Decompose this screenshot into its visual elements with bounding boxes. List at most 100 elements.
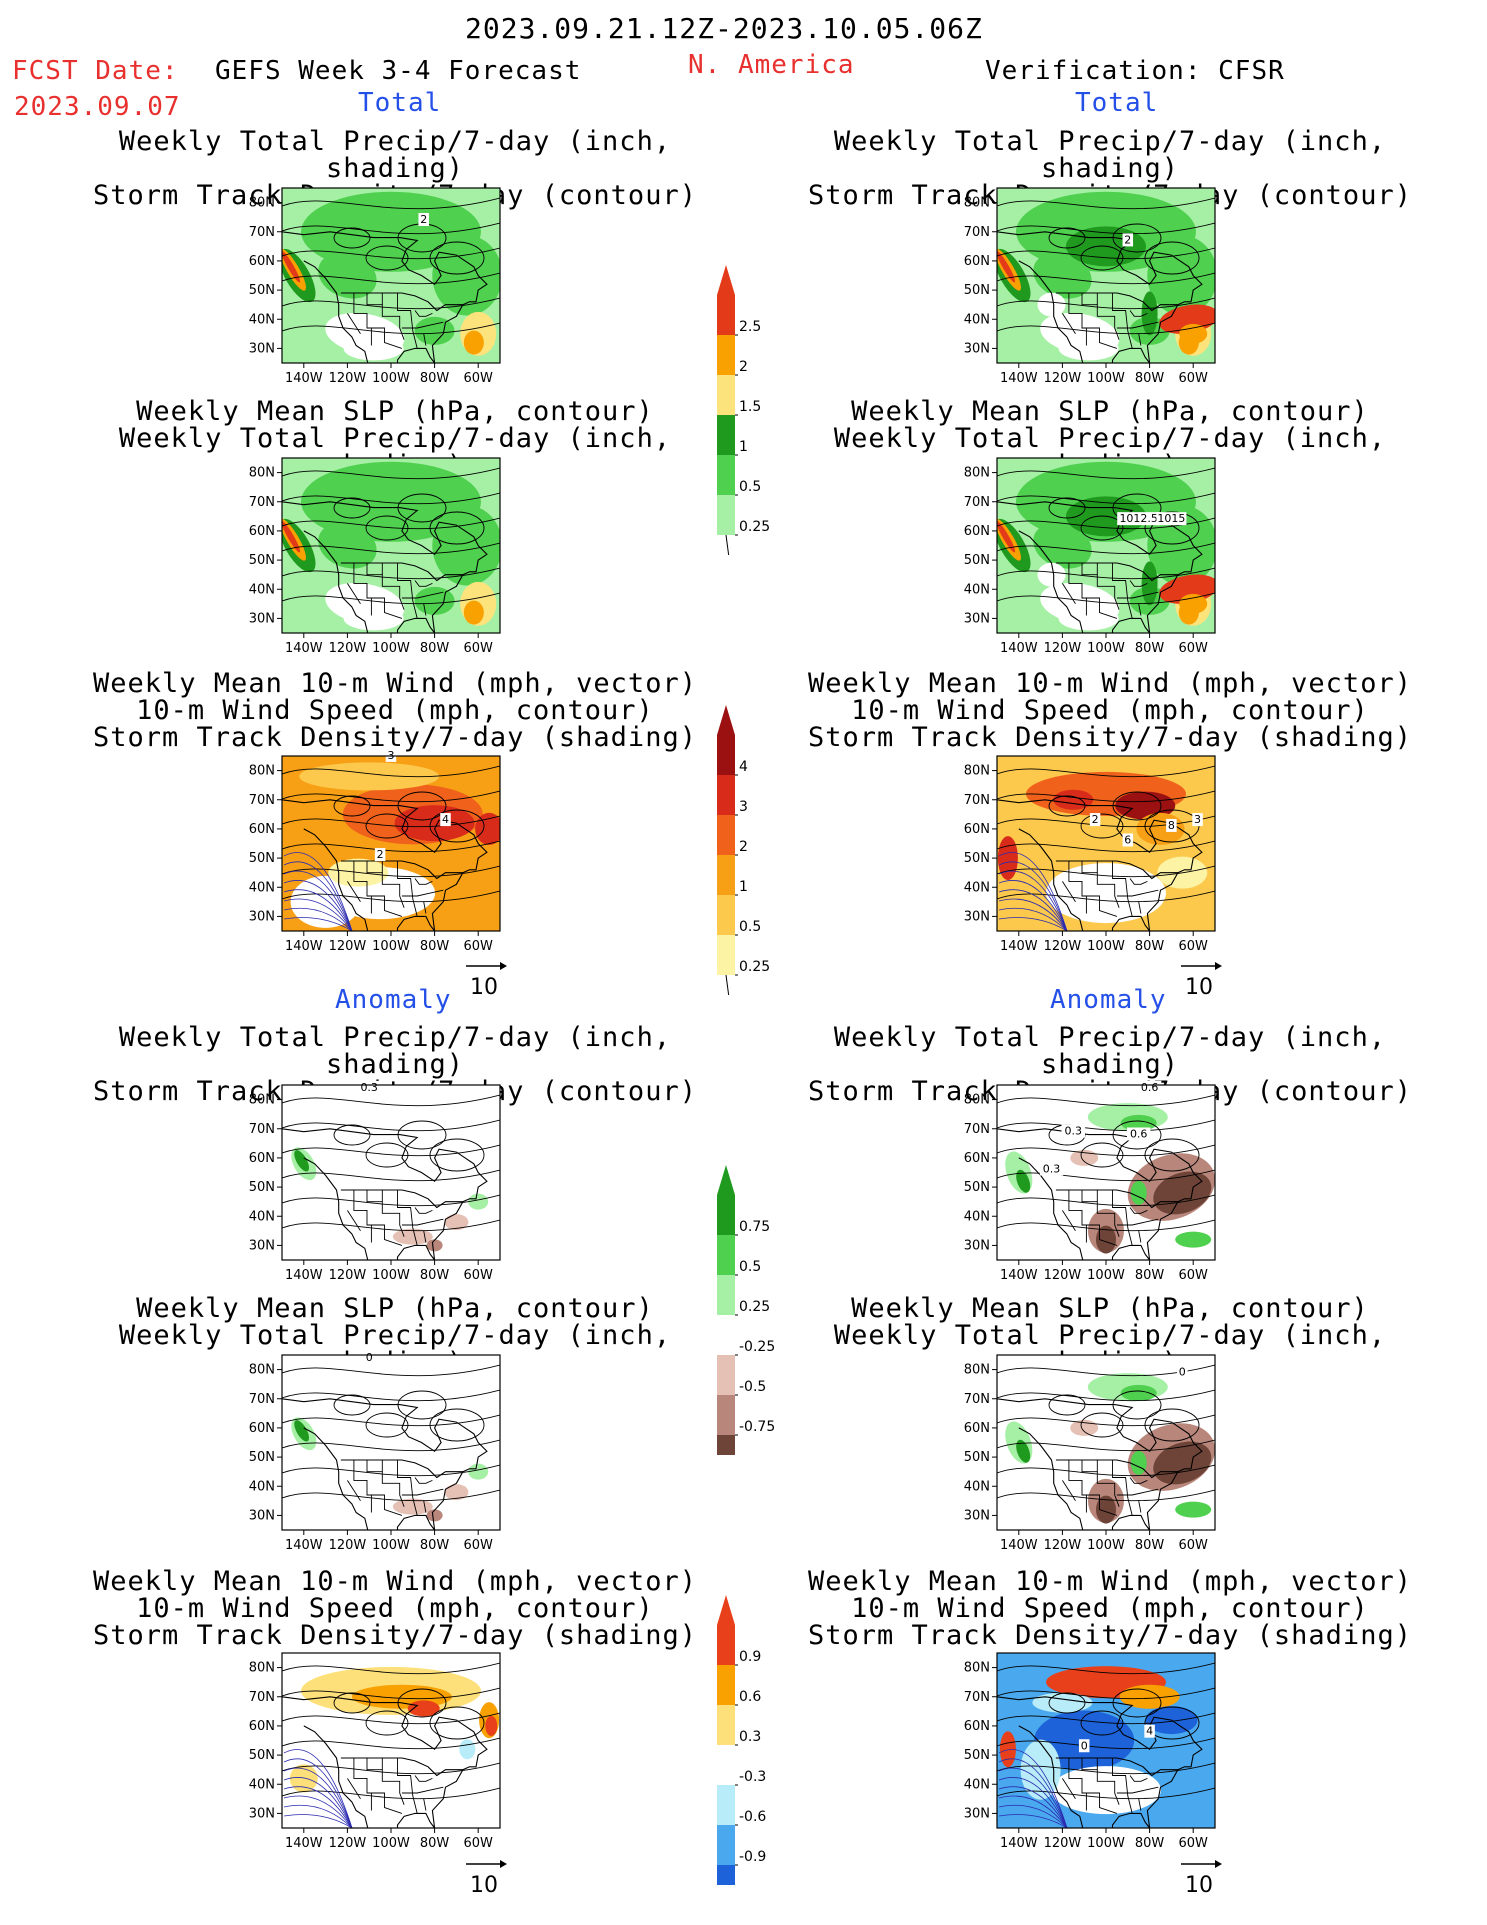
lon-tick-label: 60W xyxy=(1178,641,1208,656)
lon-tick-label: 140W xyxy=(285,1268,323,1283)
lon-tick-label: 140W xyxy=(285,1836,323,1851)
lat-tick-label: 60N xyxy=(249,822,275,837)
colorbar-label: 0.5 xyxy=(739,479,761,495)
colorbar-label: 0.5 xyxy=(739,919,761,935)
contour-label: 1012.5 xyxy=(1119,512,1158,525)
colorbar-swatch xyxy=(717,1395,735,1435)
lon-tick-label: 60W xyxy=(1178,371,1208,386)
lon-tick-label: 60W xyxy=(1178,1268,1208,1283)
vector-reference: 10 xyxy=(1181,1860,1222,1898)
period-title: 2023.09.21.12Z-2023.10.05.06Z xyxy=(465,12,983,45)
contour-label: 8 xyxy=(1168,819,1175,832)
lat-tick-label: 70N xyxy=(964,225,990,240)
lat-tick-label: 70N xyxy=(964,1690,990,1705)
colorbar-swatch xyxy=(717,1195,735,1235)
section-anomaly-right: Anomaly xyxy=(1050,985,1167,1015)
colorbar-label: 2 xyxy=(739,359,748,375)
lon-tick-label: 140W xyxy=(285,939,323,954)
lon-tick-label: 60W xyxy=(463,371,493,386)
contour-label: 3 xyxy=(1194,813,1201,826)
lat-tick-label: 30N xyxy=(964,1238,990,1253)
panel-title: Weekly Mean SLP (hPa, contour) Weekly Tot… xyxy=(833,1293,1387,1376)
colorbar-swatch xyxy=(717,1235,735,1275)
map-right-slp-anom: 0 80N 70N 60N 50N 40N 30N 140W 120W 100W 80W 60W xyxy=(964,1354,1216,1553)
lat-tick-label: 40N xyxy=(249,582,275,597)
map-right-slp-total: 1012.5 1015 80N 70N 60N 50N 40N 30N 140W 120W 100W… xyxy=(964,457,1216,656)
colorbar-cap xyxy=(717,1435,735,1455)
colorbar-label: 0.9 xyxy=(739,1649,761,1665)
colorbar-swatch xyxy=(717,815,735,855)
contour-label: 0.3 xyxy=(1043,1163,1061,1176)
lon-tick-label: 140W xyxy=(1000,939,1038,954)
colorbar-label: 4 xyxy=(739,759,748,775)
lon-tick-label: 100W xyxy=(1087,1268,1125,1283)
lon-tick-label: 140W xyxy=(1000,641,1038,656)
colorbar-label: -0.6 xyxy=(739,1809,766,1825)
map-right-precip-total: 2 80N 70N 60N 50N 40N 30N 140W 120W 100W 80W 60W xyxy=(964,187,1216,386)
lon-tick-label: 80W xyxy=(420,1538,450,1553)
colorbar-label: -0.3 xyxy=(739,1769,766,1785)
lon-tick-label: 80W xyxy=(1135,939,1165,954)
panel-title: Weekly Total Precip/7-day (inch, shading… xyxy=(93,126,697,211)
contour-label: 0.3 xyxy=(1065,1125,1083,1138)
contour-label: 0 xyxy=(366,1351,373,1364)
colorbar-swatch xyxy=(717,1665,735,1705)
lat-tick-label: 50N xyxy=(964,283,990,298)
lon-tick-label: 80W xyxy=(420,939,450,954)
colorbar-swatch xyxy=(717,1745,735,1785)
lat-tick-label: 80N xyxy=(964,1661,990,1676)
colorbar-label: 0.6 xyxy=(739,1689,761,1705)
lon-tick-label: 140W xyxy=(1000,1836,1038,1851)
colorbar-swatch xyxy=(717,1355,735,1395)
lon-tick-label: 120W xyxy=(1044,1268,1082,1283)
lat-tick-label: 30N xyxy=(249,611,275,626)
lat-tick-label: 80N xyxy=(249,1363,275,1378)
contour-label: 4 xyxy=(442,813,449,826)
lon-tick-label: 80W xyxy=(420,641,450,656)
vector-reference-label: 10 xyxy=(1185,975,1213,1000)
lat-tick-label: 80N xyxy=(249,1093,275,1108)
lat-tick-label: 40N xyxy=(249,1777,275,1792)
lat-tick-label: 70N xyxy=(249,495,275,510)
lon-tick-label: 80W xyxy=(1135,1268,1165,1283)
lat-tick-label: 40N xyxy=(249,880,275,895)
colorbar-label: 3 xyxy=(739,799,748,815)
lat-tick-label: 40N xyxy=(249,1209,275,1224)
lat-tick-label: 60N xyxy=(249,1421,275,1436)
lat-tick-label: 50N xyxy=(964,851,990,866)
lon-tick-label: 120W xyxy=(329,1268,367,1283)
lat-tick-label: 30N xyxy=(964,1806,990,1821)
lon-tick-label: 120W xyxy=(1044,1836,1082,1851)
lon-tick-label: 100W xyxy=(372,939,410,954)
lat-tick-label: 40N xyxy=(249,312,275,327)
lat-tick-label: 80N xyxy=(249,466,275,481)
lon-tick-label: 120W xyxy=(329,939,367,954)
colorbar-cap xyxy=(717,705,735,735)
lat-tick-label: 30N xyxy=(249,1508,275,1523)
lat-tick-label: 80N xyxy=(249,764,275,779)
lon-tick-label: 80W xyxy=(1135,1836,1165,1851)
colorbar-label: -0.75 xyxy=(739,1419,775,1435)
colorbar-label: 2.5 xyxy=(739,319,761,335)
lon-tick-label: 100W xyxy=(1087,371,1125,386)
lon-tick-label: 100W xyxy=(372,1836,410,1851)
colorbar-storm-anom: 0.9 0.6 0.3 -0.3 -0.6 -0.9 xyxy=(717,1595,766,1885)
model-title: GEFS Week 3-4 Forecast xyxy=(215,56,582,86)
colorbar-label: 0.3 xyxy=(739,1729,761,1745)
panel-title: Weekly Mean 10-m Wind (mph, vector) 10-m … xyxy=(808,668,1412,753)
lon-tick-label: 100W xyxy=(1087,641,1125,656)
colorbar-swatch xyxy=(717,1275,735,1315)
colorbar-cap xyxy=(717,265,735,295)
panel-title: Weekly Mean SLP (hPa, contour) Weekly Tot… xyxy=(118,1293,672,1376)
lat-tick-label: 50N xyxy=(249,1180,275,1195)
panel-title: Weekly Mean 10-m Wind (mph, vector) 10-m … xyxy=(93,668,697,753)
lon-tick-label: 120W xyxy=(329,641,367,656)
colorbar-swatch xyxy=(717,935,735,975)
colorbar-label: 0.25 xyxy=(739,1299,770,1315)
colorbar-precip-total: 2.5 2 1.5 1 0.5 0.25 xyxy=(717,265,770,555)
lon-tick-label: 120W xyxy=(329,1538,367,1553)
lon-tick-label: 60W xyxy=(1178,939,1208,954)
colorbar-swatch xyxy=(717,415,735,455)
colorbar-swatch xyxy=(717,1705,735,1745)
